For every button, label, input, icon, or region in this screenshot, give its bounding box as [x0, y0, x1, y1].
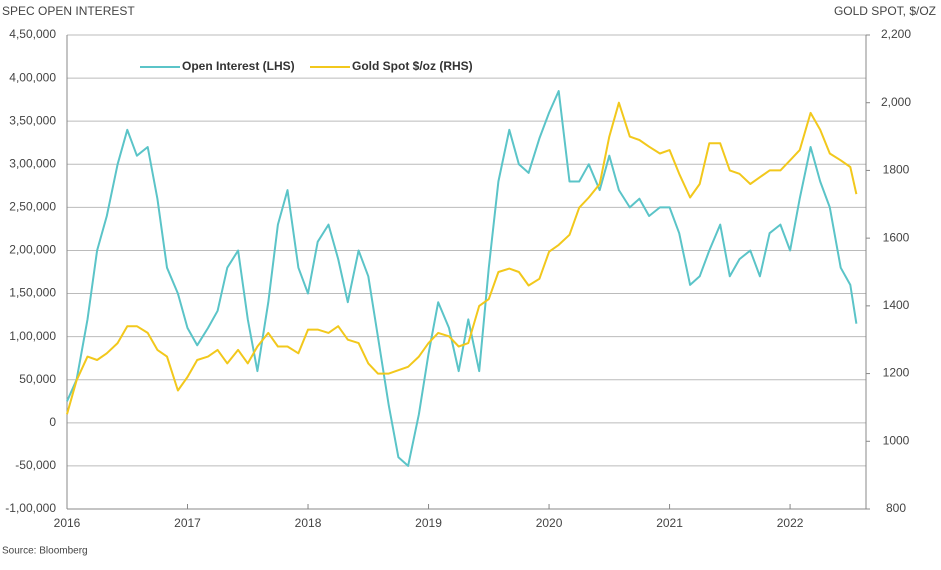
series-line [66, 101, 858, 415]
x-tick-label: 2022 [777, 516, 804, 530]
right-axis-title: GOLD SPOT, $/OZ [834, 4, 936, 18]
y-tick-label: 2,00,000 [9, 243, 56, 257]
y2-tick-label: 1800 [883, 163, 910, 177]
x-tick-label: 2019 [415, 516, 442, 530]
left-axis-title: SPEC OPEN INTEREST [2, 4, 135, 18]
y2-tick-label: 2,200 [881, 27, 911, 41]
y-tick-label: -1,00,000 [5, 501, 56, 515]
y-tick-label: 3,00,000 [9, 156, 56, 170]
y-tick-label: 4,50,000 [9, 27, 56, 41]
y2-tick-label: 1400 [883, 298, 910, 312]
x-tick-label: 2020 [536, 516, 563, 530]
source: Source: Bloomberg [2, 546, 88, 557]
y2-tick-label: 1200 [883, 366, 910, 380]
x-tick-label: 2018 [295, 516, 322, 530]
legend-label: Gold Spot $/oz (RHS) [352, 59, 473, 73]
y-tick-label: 1,50,000 [9, 286, 56, 300]
y2-tick-label: 1000 [883, 433, 910, 447]
y-tick-label: 3,50,000 [9, 113, 56, 127]
x-tick-label: 2017 [174, 516, 201, 530]
x-tick-label: 2021 [656, 516, 683, 530]
y-tick-label: 50,000 [19, 372, 56, 386]
y-tick-label: 0 [49, 415, 56, 429]
y-tick-label: 4,00,000 [9, 70, 56, 84]
x-tick-label: 2016 [54, 516, 81, 530]
y-tick-label: 1,00,000 [9, 329, 56, 343]
y2-tick-label: 2,000 [881, 95, 911, 109]
y2-tick-label: 800 [886, 501, 906, 515]
series-line [66, 90, 858, 467]
y-tick-label: 2,50,000 [9, 200, 56, 214]
y-tick-label: -50,000 [15, 458, 56, 472]
legend-label: Open Interest (LHS) [182, 59, 295, 73]
y2-tick-label: 1600 [883, 230, 910, 244]
